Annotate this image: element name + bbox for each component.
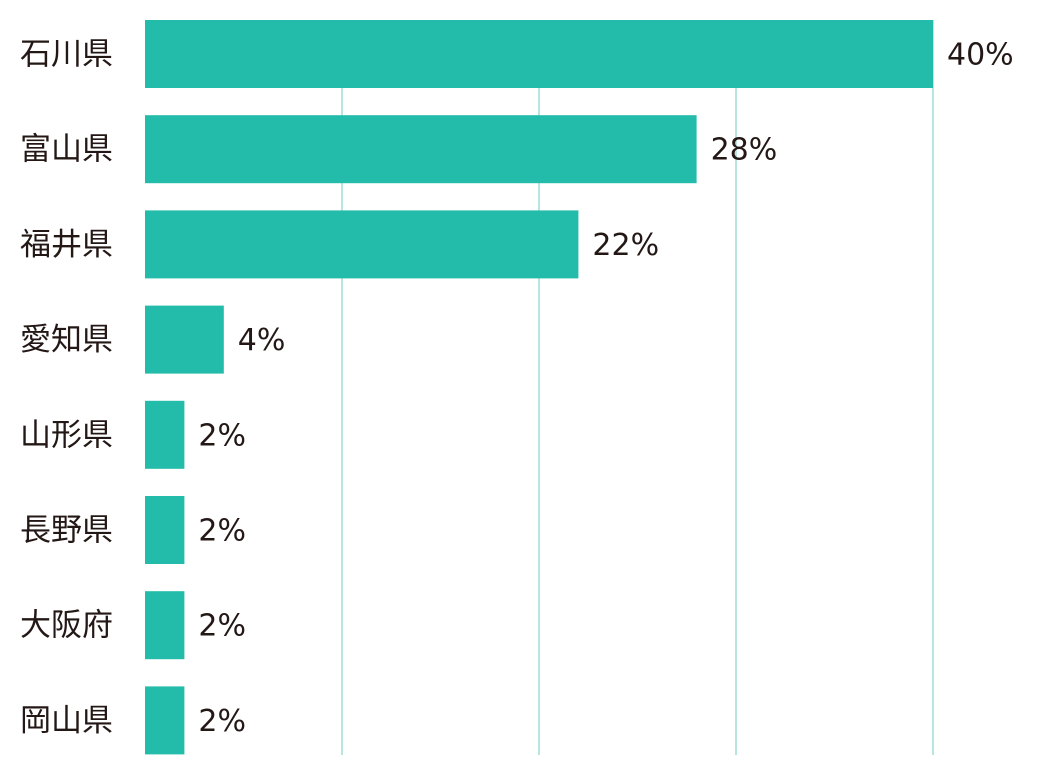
bar xyxy=(145,686,185,755)
bar xyxy=(145,591,185,660)
category-label: 富山県 xyxy=(20,132,113,168)
value-label: 28% xyxy=(711,133,778,168)
value-label: 40% xyxy=(947,38,1014,73)
value-label: 2% xyxy=(198,418,246,453)
value-label: 4% xyxy=(238,323,286,358)
category-label: 長野県 xyxy=(20,513,113,549)
value-label: 2% xyxy=(198,609,246,644)
bar xyxy=(145,210,579,279)
category-label: 福井県 xyxy=(20,227,113,263)
category-label: 石川県 xyxy=(20,37,113,73)
bar xyxy=(145,496,185,564)
value-label: 2% xyxy=(198,514,246,549)
category-label: 山形県 xyxy=(20,417,113,453)
bar xyxy=(145,115,697,184)
category-label: 愛知県 xyxy=(20,322,113,358)
bar xyxy=(145,305,224,374)
category-label: 大阪府 xyxy=(20,608,113,644)
value-label: 2% xyxy=(198,704,246,739)
bar xyxy=(145,20,933,88)
bar xyxy=(145,400,185,469)
value-label: 22% xyxy=(592,228,659,263)
category-label: 岡山県 xyxy=(20,703,113,739)
